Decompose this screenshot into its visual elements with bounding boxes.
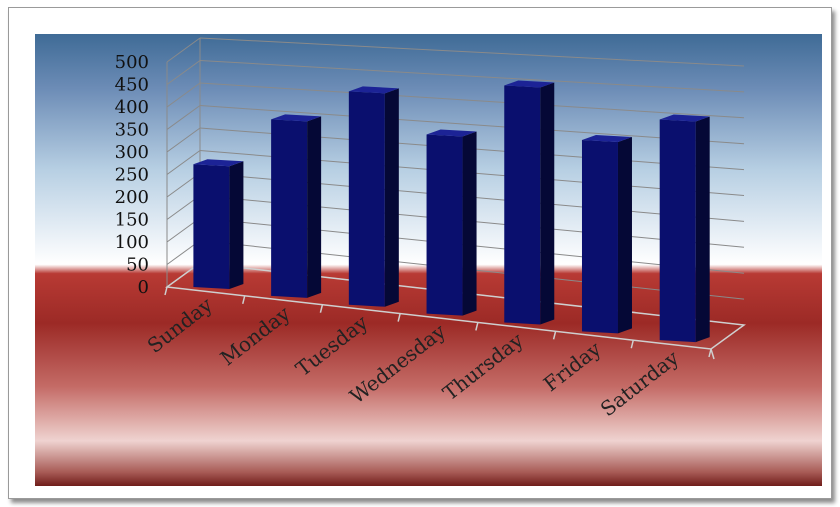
x-tick-mark [708, 348, 712, 358]
x-tick-mark [164, 286, 168, 296]
side-gridline [166, 150, 201, 175]
bar-front-face [504, 85, 541, 325]
x-tick-mark [319, 304, 324, 313]
bar-front-face [426, 134, 463, 316]
gridline [199, 82, 745, 119]
bar-monday [271, 114, 322, 298]
bar-saturday [659, 114, 710, 343]
bar-side-face [384, 88, 399, 307]
bar-side-face [307, 116, 322, 298]
x-tick-mark [630, 339, 635, 349]
bar-top-face [271, 114, 322, 122]
bar-top-face [504, 80, 555, 88]
y-tick-label: 350 [115, 120, 149, 141]
y-tick-label: 250 [115, 165, 149, 186]
side-gridline [166, 82, 201, 108]
bars-layer [193, 80, 710, 343]
bar-top-face [426, 129, 477, 137]
bar-friday [581, 135, 632, 334]
bar-thursday [504, 80, 555, 325]
bar-front-face [193, 164, 230, 290]
floor-edge [710, 348, 715, 360]
bar-top-face [581, 135, 632, 143]
y-tick-label: 0 [138, 277, 149, 298]
y-tick-label: 50 [126, 255, 149, 276]
gridline [199, 37, 745, 67]
y-tick-label: 100 [115, 232, 149, 253]
side-gridline [166, 105, 201, 130]
side-gridline [166, 37, 201, 63]
side-gridline [166, 127, 201, 153]
bar-side-face [462, 131, 477, 316]
bar-front-face [271, 119, 308, 298]
y-tick-label: 150 [115, 210, 149, 231]
x-tick-mark [397, 313, 401, 322]
bar-side-face [617, 137, 632, 334]
bar-top-face [348, 86, 399, 94]
bar-side-face [695, 116, 710, 343]
bar-top-face [193, 159, 244, 167]
x-tick-mark [241, 295, 246, 305]
bar-front-face [659, 119, 696, 343]
bar-top-face [659, 114, 710, 122]
side-gridline [166, 60, 201, 85]
gridline [199, 105, 745, 145]
gridline [199, 60, 745, 93]
bar-tuesday [348, 86, 399, 307]
y-tick-label: 450 [115, 75, 149, 96]
x-tick-mark [552, 331, 557, 340]
bar-sunday [193, 159, 244, 290]
bar-front-face [581, 140, 618, 334]
y-tick-label: 300 [115, 142, 149, 163]
bar-front-face [348, 91, 385, 307]
y-tick-label: 500 [115, 52, 149, 73]
y-tick-label: 200 [115, 187, 149, 208]
bar-wednesday [426, 129, 477, 316]
x-tick-mark [475, 322, 479, 331]
bar-side-face [540, 82, 555, 325]
y-tick-label: 400 [115, 97, 149, 118]
bar-side-face [229, 161, 244, 290]
